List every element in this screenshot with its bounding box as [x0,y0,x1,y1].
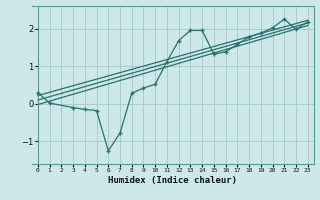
X-axis label: Humidex (Indice chaleur): Humidex (Indice chaleur) [108,176,237,185]
